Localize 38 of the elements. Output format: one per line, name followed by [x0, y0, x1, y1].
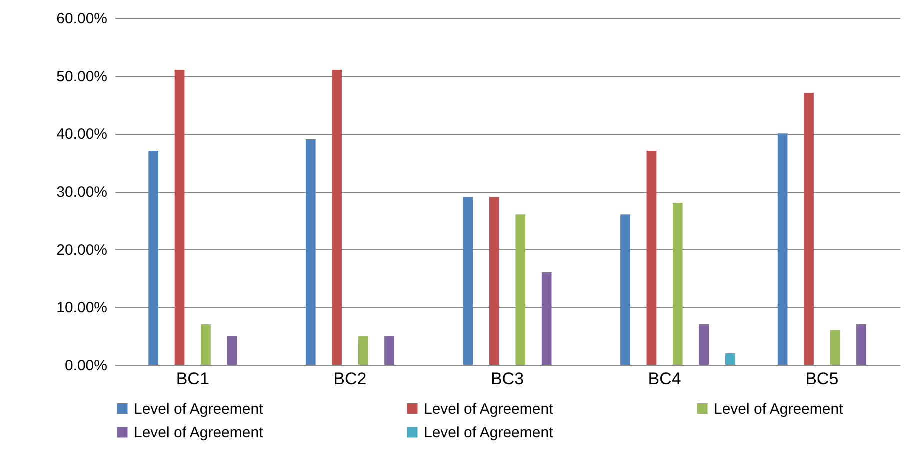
bar: [384, 336, 394, 365]
legend-label: Level of Agreement: [134, 424, 264, 442]
x-tick-label: BC4: [648, 370, 682, 388]
bar: [830, 330, 840, 365]
bar: [463, 197, 474, 365]
y-tick-label: 0.00%: [64, 358, 108, 374]
bar: [227, 336, 238, 365]
bar: [856, 324, 866, 365]
legend-label: Level of Agreement: [424, 424, 554, 442]
bar: [646, 151, 657, 365]
x-tick-label: BC3: [490, 370, 524, 388]
bar: [201, 324, 211, 365]
bar: [725, 353, 736, 365]
bar: [306, 139, 316, 365]
y-tick-label: 20.00%: [56, 242, 108, 259]
y-tick-label: 40.00%: [56, 126, 108, 144]
bar: [778, 134, 788, 365]
x-tick-label: BC5: [806, 370, 839, 388]
bar: [174, 70, 185, 365]
y-tick-label: 30.00%: [56, 184, 108, 201]
bar: [516, 214, 526, 365]
legend-label: Level of Agreement: [424, 400, 554, 418]
y-tick-label: 50.00%: [56, 68, 108, 86]
bar: [358, 336, 368, 365]
bar: [620, 214, 630, 365]
x-tick-label: BC1: [176, 370, 210, 388]
bar: [489, 197, 500, 365]
bar: [332, 70, 342, 365]
bar: [542, 272, 552, 365]
legend-label: Level of Agreement: [714, 400, 844, 418]
bar: [804, 93, 814, 365]
bar: [148, 151, 158, 365]
y-tick-label: 60.00%: [56, 10, 108, 28]
y-tick-label: 10.00%: [56, 300, 108, 317]
legend-label: Level of Agreement: [134, 400, 264, 418]
bar: [673, 203, 683, 365]
x-tick-label: BC2: [334, 370, 367, 388]
bar: [699, 324, 710, 365]
